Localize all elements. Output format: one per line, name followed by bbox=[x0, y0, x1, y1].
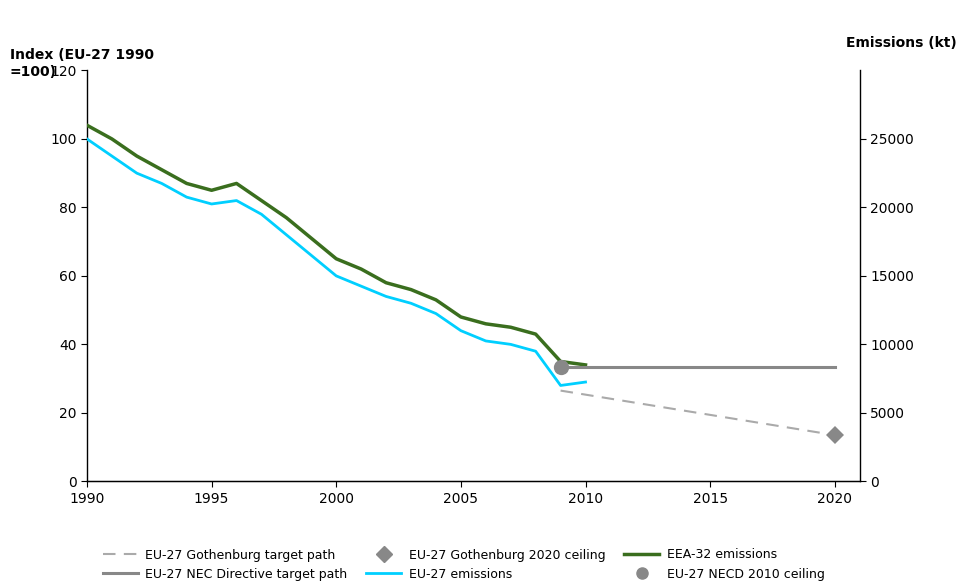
Text: Emissions (kt): Emissions (kt) bbox=[845, 36, 956, 50]
Text: Index (EU-27 1990: Index (EU-27 1990 bbox=[10, 48, 154, 62]
Legend: EU-27 Gothenburg target path, EU-27 NEC Directive target path, EU-27 Gothenburg : EU-27 Gothenburg target path, EU-27 NEC … bbox=[102, 548, 825, 581]
Text: =100): =100) bbox=[10, 65, 57, 79]
